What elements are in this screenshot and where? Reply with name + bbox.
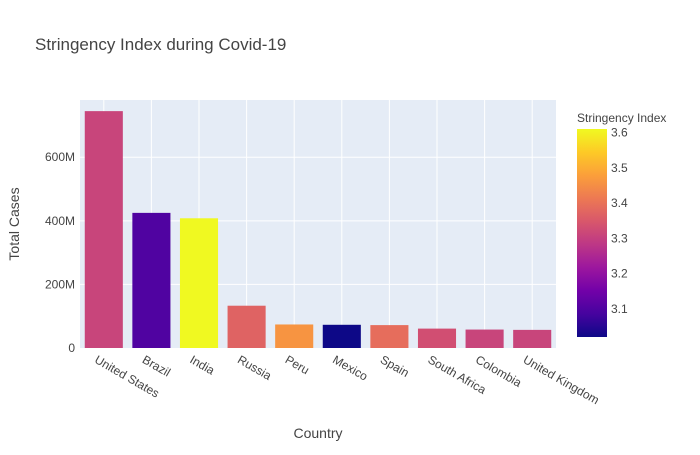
colorbar-title: Stringency Index [577,111,666,125]
bar-united-states [84,111,123,348]
y-tick-label: 200M [45,277,75,291]
colorbar-tick-label: 3.2 [611,267,628,281]
y-tick-label: 600M [45,150,75,164]
chart-title: Stringency Index during Covid-19 [35,35,286,54]
y-tick-label: 400M [45,214,75,228]
bar-india [179,218,219,348]
bar-brazil [132,212,171,348]
bar-south-africa [417,328,457,348]
bar-united-kingdom [513,329,552,348]
y-axis-label: Total Cases [6,187,22,260]
bar-russia [227,305,266,348]
bar-colombia [465,329,504,348]
colorbar-ticks: 3.1 3.2 3.3 3.4 3.5 3.6 [611,126,628,316]
colorbar-tick-label: 3.5 [611,161,628,175]
y-tick-label: 0 [68,341,75,355]
x-axis-label: Country [293,425,342,441]
bar-mexico [322,324,361,348]
y-axis-ticks: 0 200M 400M 600M [45,150,75,355]
colorbar [577,129,607,337]
colorbar-tick-label: 3.6 [611,126,628,140]
bars [84,111,552,348]
colorbar-tick-label: 3.3 [611,231,628,245]
bar-peru [275,324,314,348]
colorbar-tick-label: 3.4 [611,196,628,210]
bar-spain [370,325,409,348]
colorbar-tick-label: 3.1 [611,302,628,316]
